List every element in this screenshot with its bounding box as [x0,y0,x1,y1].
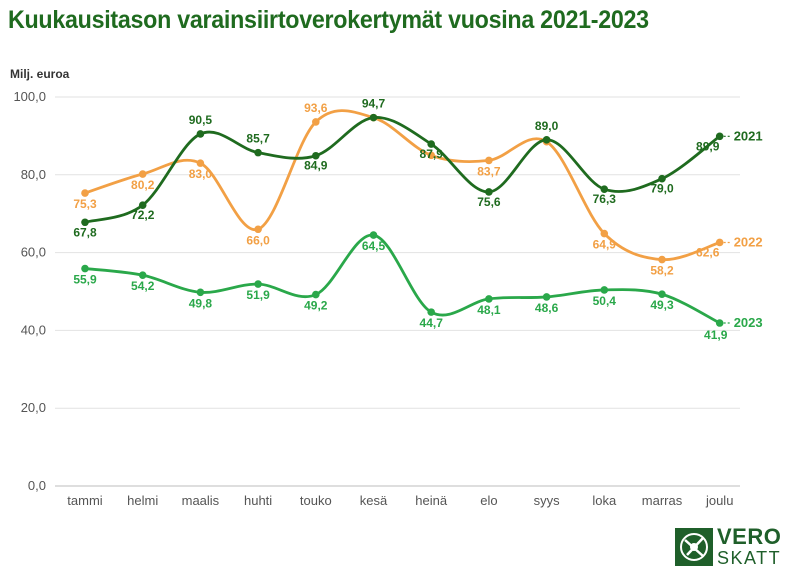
y-tick-label: 20,0 [21,400,46,415]
y-tick-label: 60,0 [21,245,46,260]
logo-emblem-icon [675,528,713,566]
data-label-2023: 55,9 [73,273,97,287]
data-label-2021: 89,9 [696,139,720,153]
data-point-2022 [81,189,89,197]
logo-text-vero: VERO [717,524,782,549]
data-point-2022 [600,229,609,238]
data-label-2021: 67,8 [73,225,97,239]
data-label-2021: 84,9 [304,159,328,173]
data-label-2023: 50,4 [593,294,617,308]
x-tick-label: kesä [360,493,388,508]
x-tick-label: tammi [67,493,103,508]
data-point-2022 [658,255,666,264]
y-axis-unit-label: Milj. euroa [10,67,70,81]
data-point-2023 [658,290,666,299]
x-tick-label: loka [592,493,617,508]
data-point-2021 [312,151,320,160]
data-label-2023: 44,7 [420,316,444,330]
x-tick-label: heinä [415,493,448,508]
data-label-2022: 58,2 [650,264,674,278]
legend-label-2022: 2022 [734,234,763,249]
data-point-2021 [427,140,436,148]
data-point-2021 [485,188,493,196]
data-point-2023 [81,264,89,273]
data-point-2022 [427,151,436,160]
data-point-2022 [715,238,724,247]
y-tick-label: 0,0 [28,478,46,493]
data-point-2021 [600,185,609,193]
data-label-2022: 64,9 [593,238,617,252]
data-point-2022 [485,156,493,165]
x-tick-label: marras [642,493,683,508]
data-label-2023: 49,3 [650,298,674,312]
data-point-2022 [138,170,147,178]
data-point-2021 [138,201,147,209]
data-label-2021: 75,6 [477,195,501,209]
data-label-2022: 75,3 [73,197,97,211]
series-line-2022 [83,109,722,262]
data-point-2021 [658,174,666,183]
data-point-2023 [715,319,724,327]
data-label-2022: 83,0 [189,167,213,181]
x-tick-label: maalis [182,493,220,508]
data-label-2021: 79,0 [650,182,674,196]
series-line-2021 [83,116,722,224]
x-tick-label: elo [480,493,497,508]
x-tick-label: helmi [127,493,158,508]
data-point-2023 [369,231,378,239]
data-label-2023: 49,2 [304,299,328,313]
data-label-2022: 66,0 [246,233,270,247]
data-label-2021: 94,7 [362,97,386,111]
data-label-2021: 90,5 [189,113,213,127]
data-point-2021 [81,218,89,227]
data-label-2023: 49,8 [189,296,213,310]
data-label-2023: 41,9 [704,328,728,342]
data-point-2021 [715,132,724,141]
legend-label-2021: 2021 [734,128,763,143]
data-label-2021: 85,7 [246,132,270,146]
chart-title: Kuukausitason varainsiirtoverokertymät v… [8,6,649,34]
data-point-2022 [254,225,262,234]
data-point-2023 [138,271,147,279]
y-tick-label: 80,0 [21,167,46,182]
x-tick-label: syys [534,493,561,508]
vero-skatt-logo: VERO SKATT [675,525,790,569]
data-label-2022: 80,2 [131,178,155,192]
data-label-2023: 48,1 [477,303,501,317]
x-tick-label: touko [300,493,332,508]
x-tick-label: joulu [705,493,733,508]
data-label-2021: 76,3 [593,192,617,206]
data-label-2023: 64,5 [362,239,386,253]
data-point-2021 [542,135,551,144]
data-label-2023: 51,9 [246,288,270,302]
data-point-2023 [427,308,436,316]
data-point-2023 [254,280,262,288]
data-point-2022 [312,118,320,126]
data-point-2021 [369,113,378,122]
x-tick-label: huhti [244,493,272,508]
y-tick-label: 100,0 [13,89,46,104]
data-label-2022: 62,6 [696,245,720,259]
logo-text-skatt: SKATT [717,548,782,568]
data-label-2023: 48,6 [535,301,559,315]
data-label-2023: 54,2 [131,279,155,293]
y-tick-label: 40,0 [21,322,46,337]
data-point-2021 [254,148,262,157]
data-label-2021: 72,2 [131,208,155,222]
data-label-2021: 89,0 [535,119,559,133]
data-label-2021: 87,9 [420,147,444,161]
data-point-2023 [485,295,493,303]
data-label-2022: 93,6 [304,101,328,115]
data-point-2023 [196,288,205,297]
data-point-2023 [542,293,551,301]
legend-label-2023: 2023 [734,315,763,330]
data-label-2022: 83,7 [477,164,501,178]
data-point-2021 [196,130,205,138]
data-point-2023 [600,286,609,294]
data-point-2022 [196,159,205,167]
data-point-2023 [312,290,320,299]
